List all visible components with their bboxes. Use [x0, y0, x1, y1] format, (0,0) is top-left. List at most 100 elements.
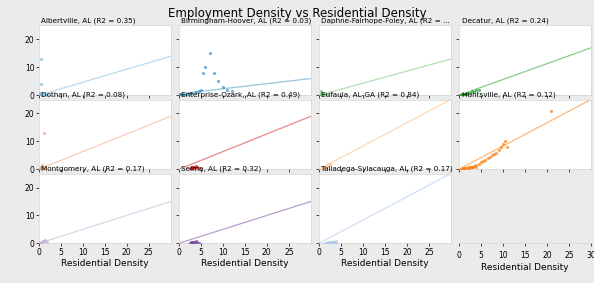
Point	[457, 166, 467, 171]
Point	[35, 92, 45, 97]
Point	[174, 93, 184, 97]
Point	[178, 93, 188, 97]
Point	[320, 166, 329, 170]
Point	[35, 241, 45, 245]
Point	[34, 167, 44, 171]
Point	[37, 163, 46, 168]
Point	[327, 239, 337, 244]
Point	[178, 93, 187, 97]
Point	[175, 93, 185, 97]
Point	[35, 93, 45, 97]
Point	[194, 89, 203, 93]
Point	[188, 241, 197, 245]
Point	[34, 241, 44, 245]
Point	[34, 241, 44, 245]
Text: Albertville, AL (R2 = 0.35): Albertville, AL (R2 = 0.35)	[41, 18, 136, 24]
Point	[176, 93, 186, 97]
Point	[177, 93, 187, 97]
Point	[185, 166, 194, 171]
Point	[40, 93, 50, 97]
Point	[35, 167, 45, 171]
Point	[175, 93, 184, 97]
Point	[34, 241, 44, 245]
Point	[36, 167, 45, 171]
Text: Eufaula, AL-GA (R2 = 0.84): Eufaula, AL-GA (R2 = 0.84)	[321, 92, 420, 98]
X-axis label: Residential Density: Residential Density	[61, 259, 148, 268]
Point	[36, 164, 46, 169]
Point	[464, 165, 473, 170]
Point	[176, 93, 186, 97]
Point	[205, 51, 214, 56]
Point	[175, 93, 184, 97]
Point	[39, 131, 49, 135]
Point	[175, 93, 185, 97]
Point	[34, 241, 44, 245]
Point	[494, 147, 503, 152]
Point	[38, 93, 48, 97]
Point	[34, 241, 44, 245]
Point	[209, 71, 219, 75]
Point	[322, 241, 331, 245]
Point	[36, 241, 45, 245]
Point	[185, 241, 194, 245]
Point	[320, 93, 329, 97]
Point	[500, 139, 510, 144]
Point	[34, 241, 44, 245]
Point	[34, 93, 44, 97]
Point	[174, 93, 184, 97]
Point	[175, 93, 184, 97]
Point	[176, 93, 186, 97]
Point	[34, 167, 44, 171]
Point	[37, 240, 46, 245]
Point	[466, 165, 476, 170]
Point	[471, 164, 481, 169]
Point	[331, 240, 340, 245]
Point	[43, 93, 52, 97]
Point	[34, 167, 44, 171]
Point	[323, 164, 333, 168]
Point	[34, 92, 44, 96]
Point	[478, 159, 488, 163]
Point	[39, 238, 49, 243]
Point	[175, 93, 184, 97]
Point	[487, 153, 497, 158]
Point	[178, 93, 188, 97]
Point	[456, 166, 466, 171]
Point	[34, 241, 44, 245]
Point	[489, 152, 499, 156]
Point	[187, 240, 197, 245]
Point	[457, 92, 467, 97]
Text: Birmingham-Hoover, AL (R2 = 0.03): Birmingham-Hoover, AL (R2 = 0.03)	[181, 18, 312, 24]
Point	[38, 164, 48, 169]
Text: Talladega-Sylacauga, AL (R2 = 0.17): Talladega-Sylacauga, AL (R2 = 0.17)	[321, 166, 453, 172]
Point	[177, 93, 187, 97]
Point	[176, 93, 185, 97]
Point	[34, 167, 44, 171]
Point	[200, 65, 210, 70]
Point	[188, 164, 198, 169]
Point	[187, 240, 197, 244]
Point	[36, 166, 46, 170]
Point	[188, 166, 197, 171]
Point	[474, 88, 484, 93]
Point	[34, 93, 44, 97]
Point	[192, 164, 201, 168]
Point	[189, 240, 199, 244]
Point	[34, 167, 44, 171]
Point	[315, 93, 325, 97]
Point	[456, 93, 465, 97]
Point	[175, 93, 184, 97]
Point	[192, 239, 201, 243]
Point	[34, 167, 43, 171]
Point	[496, 145, 505, 149]
Point	[467, 89, 477, 93]
Point	[34, 167, 44, 171]
Point	[37, 166, 47, 170]
Text: Daphne-Fairhope-Foley, AL (R2 = ...: Daphne-Fairhope-Foley, AL (R2 = ...	[321, 18, 450, 24]
Point	[461, 165, 470, 170]
Point	[461, 91, 470, 96]
Point	[38, 239, 48, 243]
Point	[323, 92, 333, 96]
Point	[183, 92, 192, 96]
Point	[35, 241, 45, 245]
